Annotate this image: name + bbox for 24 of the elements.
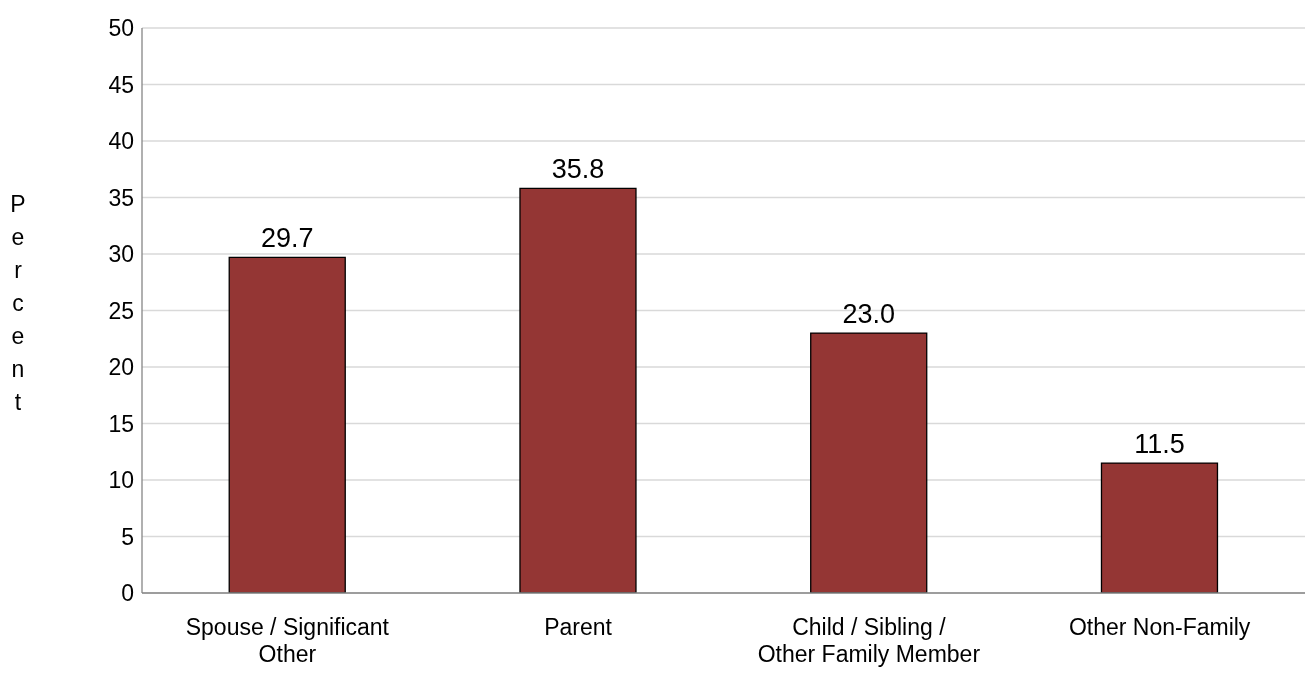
bar [1100, 462, 1219, 593]
y-tick-label: 5 [121, 523, 134, 550]
x-tick-label: Child / Sibling / Other Family Member [757, 614, 981, 667]
y-tick-label: 50 [108, 15, 134, 42]
bar [228, 256, 346, 593]
y-tick-label: 20 [108, 354, 134, 381]
data-label: 23.0 [842, 299, 896, 330]
data-label: 29.7 [260, 223, 314, 254]
y-tick-label: 40 [108, 128, 134, 155]
y-tick-label: 45 [108, 71, 134, 98]
y-tick-label: 15 [108, 410, 134, 437]
y-tick-label: 10 [108, 467, 134, 494]
x-tick-label: Other Non-Family [1068, 614, 1251, 640]
y-tick-label: 35 [108, 184, 134, 211]
y-tick-label: 30 [108, 241, 134, 268]
bar [810, 332, 928, 593]
data-label: 11.5 [1134, 429, 1185, 460]
y-tick-label: 0 [121, 580, 134, 607]
data-label: 35.8 [551, 154, 605, 185]
y-axis-title: Percent [10, 190, 26, 415]
bar [519, 187, 637, 593]
x-tick-label: Spouse / Significant Other [185, 614, 390, 667]
x-tick-label: Parent [544, 614, 613, 640]
y-tick-label: 25 [108, 297, 134, 324]
